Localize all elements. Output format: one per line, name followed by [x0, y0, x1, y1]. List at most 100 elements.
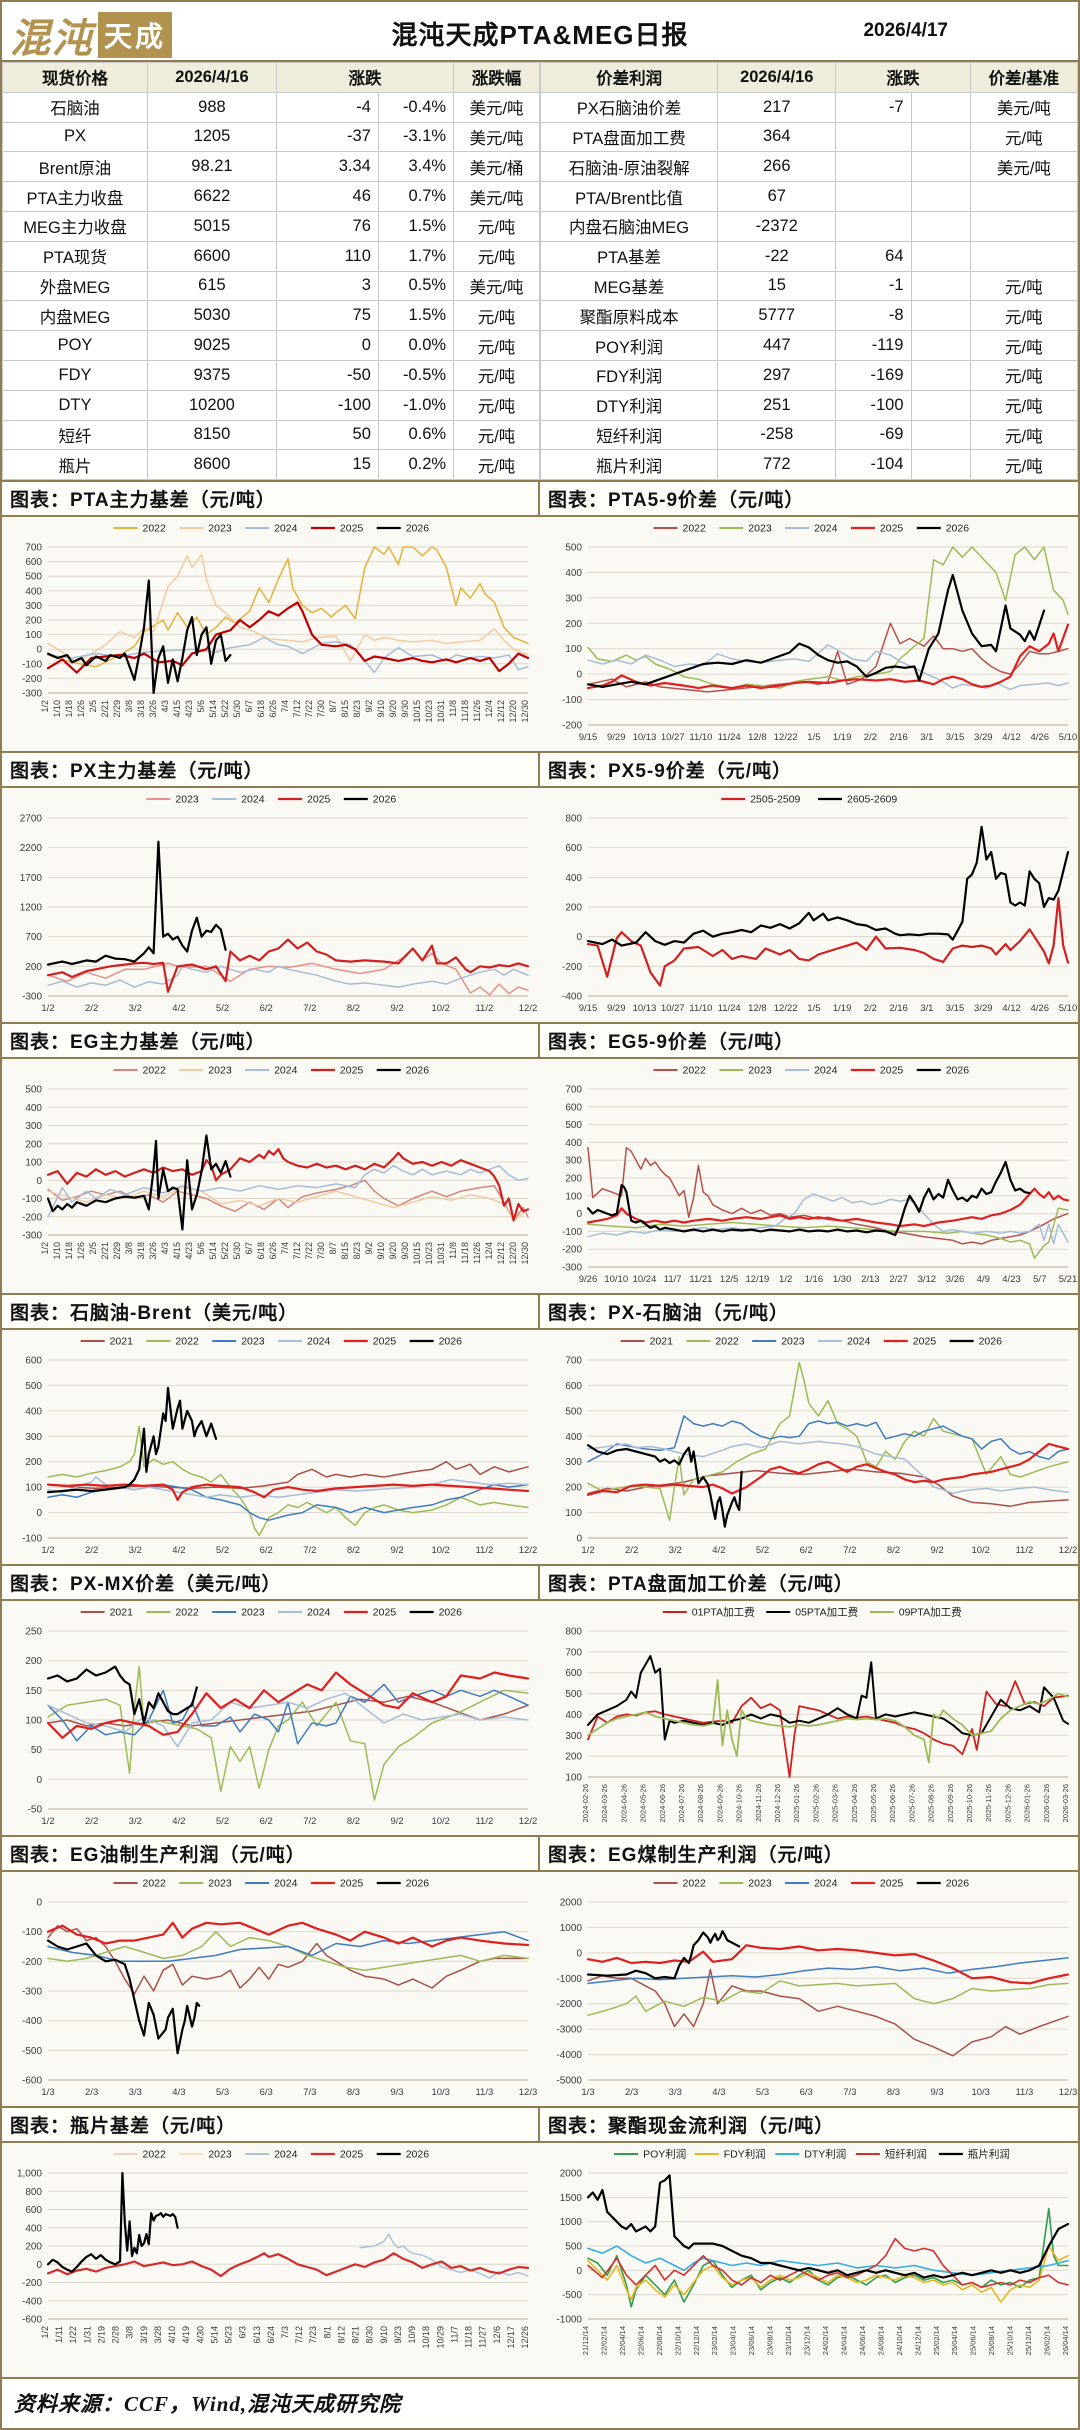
svg-text:9/15: 9/15 [579, 1003, 598, 1014]
svg-text:24/12/14: 24/12/14 [913, 2326, 922, 2355]
legend-eg-main-basis-2023: 2023 [208, 1065, 232, 1077]
svg-text:1/18: 1/18 [64, 700, 74, 718]
svg-text:2/2: 2/2 [864, 1003, 877, 1014]
svg-text:4/26: 4/26 [1031, 1003, 1050, 1014]
svg-text:11/18: 11/18 [460, 700, 470, 722]
spot-row-8: POY 9025 0 0.0% 元/吨 [2, 330, 540, 361]
svg-text:12/2: 12/2 [519, 1545, 538, 1556]
spot-header-2: 涨跌 [275, 62, 455, 93]
legend-px-main-basis-2024: 2024 [241, 794, 265, 806]
svg-text:22/12/14: 22/12/14 [692, 2326, 701, 2355]
svg-text:1/19: 1/19 [833, 1003, 852, 1014]
svg-text:100: 100 [565, 1191, 582, 1202]
svg-text:8/7: 8/7 [328, 1242, 338, 1255]
svg-text:4/15: 4/15 [172, 700, 182, 718]
logo-script-text: 混沌 [10, 16, 94, 61]
spread-row-2: 石脑油-原油裂解 266 美元/吨 [539, 151, 1079, 183]
svg-text:8/23: 8/23 [352, 700, 362, 718]
spread-row-11: 短纤利润 -258 -69 元/吨 [539, 419, 1079, 451]
svg-text:12/19: 12/19 [746, 1274, 770, 1285]
svg-text:-100: -100 [562, 1227, 582, 1238]
spot-cell: 0.6% [377, 419, 455, 451]
chart-naphtha-brent: -100 0 100 200 300 400 500 600 1/2 2/2 3/2 4/2 5/2 6/… [22, 1336, 538, 1557]
spot-cell: 5015 [146, 210, 277, 242]
spread-cell: -100 [835, 389, 912, 421]
svg-text:2024-08-26: 2024-08-26 [696, 1784, 705, 1822]
svg-text:0: 0 [36, 1775, 42, 1786]
svg-text:6/26: 6/26 [268, 1242, 278, 1260]
spot-cell: 元/吨 [453, 240, 540, 272]
svg-text:2/21: 2/21 [100, 1242, 110, 1260]
spot-cell: 元/吨 [453, 300, 540, 332]
svg-text:-500: -500 [562, 2290, 582, 2301]
legend-naphtha-brent-2023: 2023 [241, 1336, 265, 1348]
svg-text:8/3: 8/3 [347, 2087, 360, 2098]
svg-text:300: 300 [565, 1156, 582, 1167]
spread-cell: 64 [835, 240, 912, 272]
svg-text:-300: -300 [22, 689, 42, 700]
spread-header-0: 价差利润 [539, 62, 719, 93]
chart-title-naphtha-brent: 图表：石脑油-Brent（美元/吨） [2, 1295, 540, 1329]
svg-text:25/02/14: 25/02/14 [932, 2326, 941, 2355]
svg-text:11/3: 11/3 [1015, 2087, 1033, 2098]
svg-text:1200: 1200 [20, 903, 43, 914]
spread-cell: 内盘石脑油MEG [539, 210, 719, 242]
svg-text:-600: -600 [22, 2315, 42, 2326]
svg-text:0: 0 [576, 1209, 582, 1220]
svg-text:11/2: 11/2 [1015, 1545, 1033, 1556]
spot-row-1: PX 1205 -37 -3.1% 美元/吨 [2, 121, 540, 153]
svg-text:23/02/14: 23/02/14 [710, 2326, 719, 2355]
legend-eg-coal-profit-2022: 2022 [683, 1878, 707, 1890]
svg-text:6/7: 6/7 [244, 1242, 254, 1255]
legend-polyester-cashflow-profit-DTY利润: DTY利润 [804, 2148, 846, 2161]
svg-text:4/9: 4/9 [977, 1274, 990, 1285]
spread-cell: 772 [717, 449, 837, 481]
spread-cell: 聚酯原料成本 [539, 300, 719, 332]
legend-pta-5-9-spread-2023: 2023 [748, 523, 772, 535]
legend-px-naphtha-2021: 2021 [650, 1336, 674, 1348]
svg-text:2/5: 2/5 [88, 700, 98, 713]
svg-text:8/23: 8/23 [352, 1242, 362, 1260]
spread-cell: MEG基差 [539, 270, 719, 302]
legend-px-5-9-spread-2605-2609: 2605-2609 [847, 794, 897, 806]
svg-text:3/3: 3/3 [129, 2087, 142, 2098]
svg-text:12/4: 12/4 [484, 1242, 494, 1260]
spread-cell: 瓶片利润 [539, 449, 719, 481]
svg-text:5/7: 5/7 [1033, 1274, 1046, 1285]
svg-text:800: 800 [565, 1627, 582, 1638]
svg-text:600: 600 [25, 2205, 42, 2216]
svg-text:23/04/14: 23/04/14 [729, 2326, 738, 2355]
svg-text:-4000: -4000 [556, 2050, 582, 2061]
svg-text:5/30: 5/30 [232, 1242, 242, 1260]
svg-text:200: 200 [565, 1483, 582, 1494]
svg-text:2024-12-26: 2024-12-26 [773, 1784, 782, 1822]
svg-text:1/2: 1/2 [41, 1816, 54, 1827]
chart-section-row-4: 图表：石脑油-Brent（美元/吨） 图表：PX-石脑油（元/吨） -100 0 100… [2, 1293, 1078, 1565]
svg-text:2/16: 2/16 [889, 732, 908, 743]
spread-cell: 364 [717, 121, 837, 153]
legend-px-mx-spread-2024: 2024 [307, 1607, 331, 1619]
spread-cell [835, 210, 912, 242]
spread-cell: 美元/吨 [969, 91, 1079, 123]
svg-text:2025-08-26: 2025-08-26 [927, 1784, 936, 1822]
svg-text:-3000: -3000 [556, 2025, 582, 2036]
svg-text:-400: -400 [562, 992, 582, 1003]
spread-cell: 元/吨 [969, 359, 1079, 391]
spot-cell: 8600 [146, 449, 277, 481]
spot-cell: 美元/吨 [453, 121, 540, 153]
legend-px-mx-spread-2026: 2026 [439, 1607, 463, 1619]
legend-eg-main-basis-2024: 2024 [274, 1065, 298, 1077]
svg-text:11/26: 11/26 [472, 1242, 482, 1264]
svg-text:10/24: 10/24 [633, 1274, 657, 1285]
svg-text:8/30: 8/30 [365, 2326, 375, 2344]
svg-text:12/12: 12/12 [496, 700, 506, 723]
page-title: 混沌天成PTA&MEG日报 [391, 20, 689, 50]
spread-header-3: 价差/基准 [969, 62, 1079, 93]
svg-text:9/29: 9/29 [607, 1003, 626, 1014]
svg-text:2024-06-26: 2024-06-26 [658, 1784, 667, 1822]
spot-cell: 6600 [146, 240, 277, 272]
svg-text:9/29: 9/29 [607, 732, 626, 743]
spread-cell: 元/吨 [969, 389, 1079, 421]
spot-cell: 9025 [146, 330, 277, 361]
spot-cell: 1.5% [377, 300, 455, 332]
